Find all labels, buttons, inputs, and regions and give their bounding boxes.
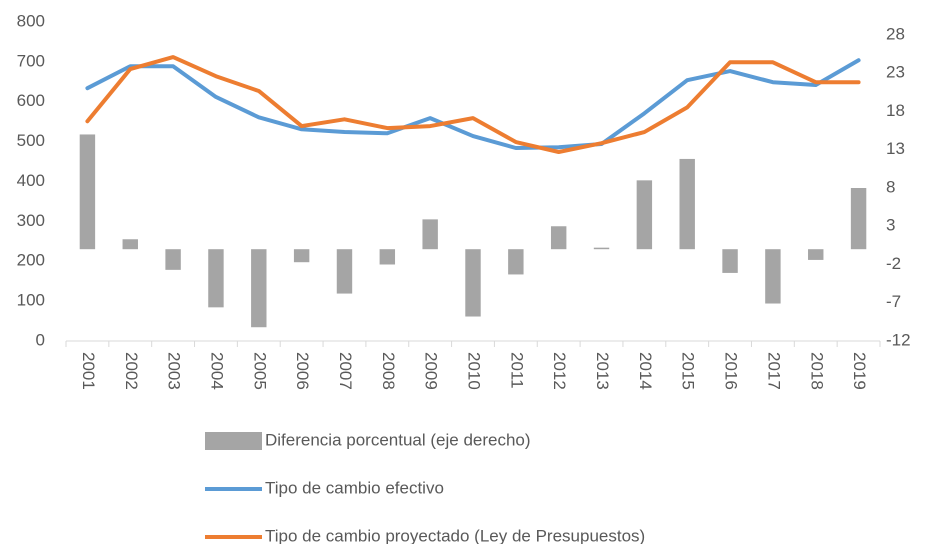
bar — [422, 219, 438, 250]
y2-tick-label: -12 — [886, 330, 911, 349]
x-tick-label: 2009 — [422, 352, 441, 390]
y-tick-label: 700 — [17, 51, 45, 70]
y-tick-label: 600 — [17, 91, 45, 110]
y-tick-label: 200 — [17, 251, 45, 270]
line — [85, 58, 861, 151]
x-tick-label: 2011 — [507, 352, 526, 389]
bar — [636, 180, 653, 250]
bar — [550, 226, 567, 250]
y-tick-label: 0 — [36, 330, 45, 349]
y-tick-label: 400 — [17, 171, 45, 190]
legend-label: Diferencia porcentual (eje derecho) — [265, 430, 531, 449]
y2-tick-label: -2 — [886, 254, 901, 273]
x-tick-label: 2018 — [807, 352, 826, 390]
bar — [293, 249, 310, 263]
bar — [79, 134, 96, 250]
x-tick-label: 2008 — [379, 352, 398, 390]
y2-tick-label: -7 — [886, 292, 901, 311]
x-tick-label: 2012 — [550, 352, 569, 390]
bar — [379, 249, 396, 265]
x-tick-label: 2014 — [636, 352, 655, 390]
bar — [208, 249, 224, 308]
bar — [508, 249, 524, 275]
x-tick-label: 2003 — [165, 352, 184, 390]
legend-label: Tipo de cambio proyectado (Ley de Presup… — [265, 526, 645, 544]
bar — [593, 247, 610, 250]
x-tick-label: 2007 — [336, 352, 355, 390]
bar — [251, 249, 267, 328]
y-tick-label: 300 — [17, 211, 45, 230]
y2-tick-label: 8 — [886, 177, 895, 196]
line — [85, 55, 861, 154]
bar — [808, 249, 824, 260]
bar — [165, 249, 181, 270]
y2-tick-label: 3 — [886, 216, 895, 235]
bar — [465, 249, 481, 317]
y2-tick-label: 13 — [886, 139, 905, 158]
bar — [850, 188, 867, 250]
y-tick-label: 800 — [17, 11, 45, 30]
bar — [679, 158, 695, 250]
x-tick-label: 2001 — [79, 352, 98, 390]
y2-tick-label: 18 — [886, 101, 905, 120]
x-tick-label: 2006 — [293, 352, 312, 390]
bar — [122, 239, 138, 250]
y-tick-label: 100 — [17, 291, 45, 310]
x-tick-label: 2019 — [850, 352, 869, 390]
x-tick-label: 2005 — [250, 352, 269, 390]
x-tick-label: 2002 — [122, 352, 141, 390]
legend-swatch — [205, 432, 262, 450]
x-tick-label: 2015 — [679, 352, 698, 390]
y2-tick-label: 23 — [886, 63, 905, 82]
x-tick-label: 2017 — [764, 352, 783, 390]
y-tick-label: 500 — [17, 131, 45, 150]
x-tick-label: 2004 — [207, 352, 226, 390]
bar — [765, 249, 781, 304]
bar — [722, 249, 738, 273]
legend-label: Tipo de cambio efectivo — [265, 478, 444, 497]
y2-tick-label: 28 — [886, 24, 905, 43]
x-tick-label: 2016 — [722, 352, 741, 390]
bar — [336, 249, 353, 294]
x-tick-label: 2010 — [465, 352, 484, 390]
x-tick-label: 2013 — [593, 352, 612, 390]
